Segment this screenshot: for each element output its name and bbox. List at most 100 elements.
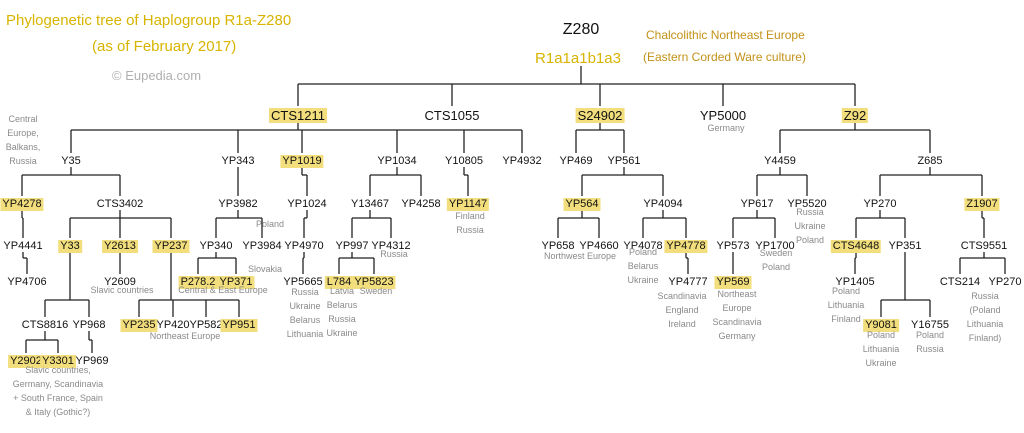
node-yp4970: YP4970 (284, 240, 324, 252)
geo-line: Lithuania (966, 318, 1004, 329)
node-yp968: YP968 (72, 319, 106, 331)
node-yp1405: YP1405 (835, 276, 875, 288)
node-y3301: Y3301 (40, 355, 76, 368)
node-yp569: YP569 (714, 276, 752, 289)
geo-line: Ukraine (627, 274, 659, 285)
geo-russia-4312: Russia (380, 248, 408, 262)
geo-line: Belarus (326, 299, 358, 310)
node-yp1034: YP1034 (377, 155, 417, 167)
geo-line: + South France, Spain (13, 392, 103, 403)
node-cts4648: CTS4648 (830, 240, 882, 253)
geo-l784: Latvia Belarus Russia Ukraine (326, 285, 357, 341)
node-yp951: YP951 (220, 319, 258, 332)
node-cts1055: CTS1055 (424, 108, 480, 123)
geo-central-europe: Central Europe, Balkans, Russia (6, 113, 41, 169)
node-y4459: Y4459 (764, 155, 796, 167)
geo-5665: Russia Ukraine Belarus Lithuania (287, 286, 324, 342)
geo-line: Germany (718, 330, 756, 341)
node-yp4777: YP4777 (668, 276, 708, 288)
node-yp4094: YP4094 (643, 198, 683, 210)
geo-line: Belarus (627, 260, 659, 271)
geo-line: Central (8, 114, 38, 124)
node-yp582: YP582 (189, 319, 223, 331)
geo-line: Ukraine (289, 300, 321, 311)
geo-line: Lithuania (862, 343, 900, 354)
geo-finland-russia: Finland Russia (455, 210, 485, 238)
node-yp4312: YP4312 (371, 240, 411, 252)
geo-9081: Poland Lithuania Ukraine (863, 329, 900, 371)
geo-line: Latvia (329, 286, 355, 296)
geo-line: Scandinavia (657, 291, 707, 301)
node-yp469: YP469 (559, 155, 593, 167)
geo-line: Lithuania (286, 328, 324, 339)
geo-line: Poland (795, 234, 825, 245)
node-yp4778: YP4778 (664, 240, 708, 253)
node-cts9551: CTS9551 (960, 240, 1008, 252)
geo-line: Ukraine (326, 327, 358, 338)
node-yp237: YP237 (152, 240, 190, 253)
node-s24902: S24902 (575, 108, 625, 123)
geo-line: Finland (831, 313, 861, 324)
geo-central-east: Central & East Europe (178, 284, 268, 298)
node-cts214: CTS214 (939, 276, 981, 288)
node-z1907: Z1907 (964, 198, 1000, 211)
node-yp4932: YP4932 (502, 155, 542, 167)
geo-sweden-5823: Sweden (360, 285, 393, 299)
geo-line: Ireland (668, 318, 696, 329)
node-yp564: YP564 (563, 198, 601, 211)
node-yp4278: YP4278 (0, 198, 44, 211)
node-yp1024: YP1024 (287, 198, 327, 210)
root-node: Z280 (562, 21, 600, 38)
root-period: Chalcolithic Northeast Europe (646, 28, 805, 42)
copyright: © Eupedia.com (112, 68, 202, 83)
geo-line: Northeast (717, 289, 757, 299)
geo-line: Sweden (359, 286, 393, 296)
geo-line: Germany (707, 123, 745, 133)
node-yp5665: YP5665 (283, 276, 323, 288)
geo-line: Lithuania (827, 299, 865, 310)
geo-line: Belarus (289, 314, 321, 325)
node-yp3982: YP3982 (218, 198, 258, 210)
node-yp1147: YP1147 (446, 198, 490, 211)
geo-slovakia: Slovakia (248, 263, 282, 277)
node-p278-2: P278.2 (178, 276, 218, 289)
node-z92: Z92 (841, 108, 869, 123)
geo-line: Central & East Europe (178, 285, 268, 295)
geo-4777: Scandinavia England Ireland (657, 290, 706, 332)
node-yp1019: YP1019 (280, 155, 324, 168)
node-y2613: Y2613 (102, 240, 138, 253)
node-yp617: YP617 (740, 198, 774, 210)
geo-line: Sweden (759, 248, 793, 258)
geo-line: Northwest Europe (543, 251, 617, 261)
node-yp270a: YP270 (863, 198, 897, 210)
node-y35: Y35 (61, 155, 81, 167)
node-cts1211: CTS1211 (269, 108, 327, 123)
node-yp4441: YP4441 (3, 240, 43, 252)
geo-line: Germany, Scandinavia (12, 378, 104, 389)
geo-line: Slavic countries, (25, 365, 91, 375)
node-y13467: Y13467 (351, 198, 389, 210)
node-yp561: YP561 (607, 155, 641, 167)
node-y9081: Y9081 (863, 319, 899, 332)
geo-line: Russia (456, 224, 484, 235)
node-y10805: Y10805 (445, 155, 483, 167)
geo-line: Finland (455, 211, 485, 221)
node-cts3402: CTS3402 (96, 198, 144, 210)
geo-line: Europe, (7, 127, 39, 138)
node-yp4706: YP4706 (7, 276, 47, 288)
geo-line: Russia (9, 155, 37, 166)
geo-poland-3984: Poland (256, 218, 284, 232)
node-yp340: YP340 (199, 240, 233, 252)
geo-line: Ukraine (865, 357, 897, 368)
node-yp270b: YP270 (988, 276, 1022, 288)
node-yp573: YP573 (716, 240, 750, 252)
node-yp4078: YP4078 (623, 240, 663, 252)
geo-line: Northeast Europe (149, 331, 221, 341)
node-z685: Z685 (917, 155, 943, 167)
geo-line: Russia (291, 287, 319, 297)
geo-line: Slovakia (247, 264, 283, 274)
geo-4078: Poland Belarus Ukraine (627, 246, 658, 288)
node-yp4660: YP4660 (579, 240, 619, 252)
